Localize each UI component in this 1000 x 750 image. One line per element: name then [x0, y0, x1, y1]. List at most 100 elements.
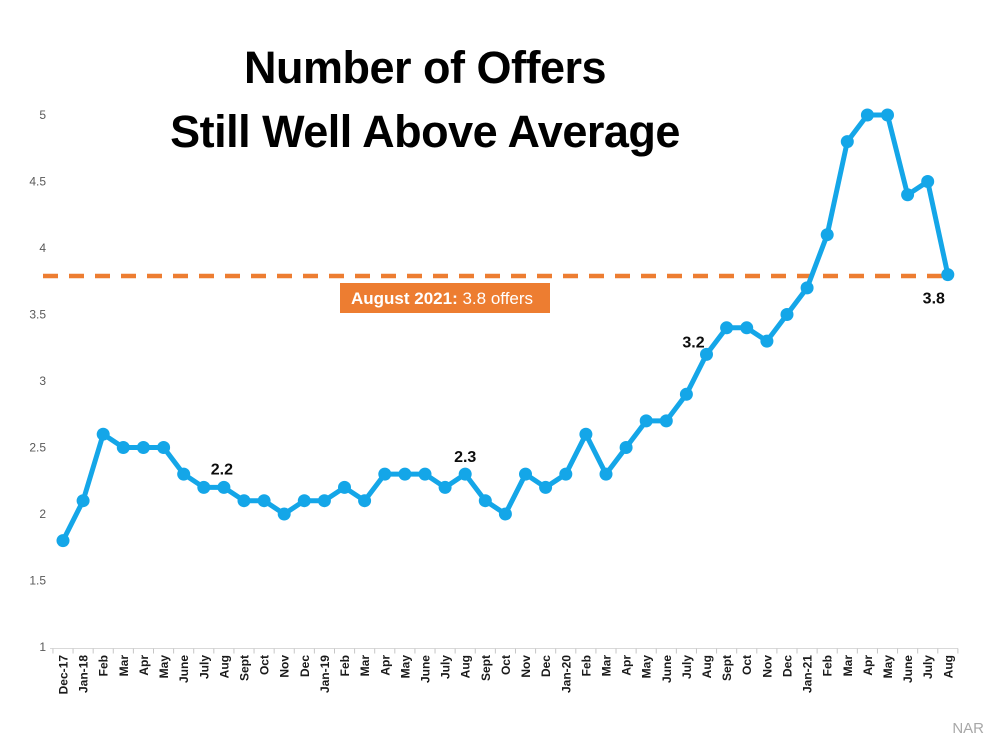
- data-point-marker: [679, 387, 693, 401]
- data-point-marker: [177, 467, 191, 481]
- data-point-marker: [740, 321, 754, 335]
- x-axis-label: Aug: [941, 655, 955, 678]
- data-point-marker: [217, 480, 231, 494]
- data-point-marker: [277, 507, 291, 521]
- data-point-marker: [921, 175, 935, 188]
- x-axis-label: May: [398, 655, 412, 679]
- data-point-marker: [458, 467, 472, 481]
- x-axis-label: Jan-20: [559, 655, 573, 693]
- data-point-label: 2.3: [454, 449, 476, 466]
- x-axis-label: Jan-19: [318, 655, 332, 693]
- data-point-marker: [76, 494, 90, 508]
- data-point-marker: [700, 347, 713, 361]
- data-point-marker: [257, 494, 271, 508]
- data-point-marker: [438, 480, 452, 494]
- annotation-text: August 2021: 3.8 offers: [351, 289, 533, 308]
- data-point-marker: [418, 467, 432, 481]
- data-point-marker: [498, 507, 512, 521]
- data-point-marker: [760, 334, 774, 348]
- x-axis-label: Nov: [760, 655, 774, 678]
- data-point-label: 3.8: [923, 291, 945, 308]
- y-axis-label: 1.5: [29, 574, 46, 588]
- data-point-marker: [881, 108, 894, 122]
- data-point-marker: [116, 441, 130, 454]
- data-point-marker: [840, 135, 854, 149]
- x-axis-label: Apr: [861, 655, 875, 676]
- source-attribution-label: NAR: [952, 720, 984, 737]
- data-point-marker: [237, 494, 251, 508]
- x-axis-label: Feb: [338, 655, 352, 676]
- offers-series-line: [60, 112, 951, 544]
- annotation-text-bold: August 2021:: [351, 289, 458, 308]
- x-axis-label: Mar: [599, 655, 613, 677]
- x-axis-label: Feb: [821, 655, 835, 676]
- data-point-marker: [800, 281, 814, 295]
- x-axis-label: Oct: [499, 655, 513, 675]
- data-point-marker: [780, 308, 794, 321]
- x-axis-label: Aug: [217, 655, 231, 678]
- x-axis-label: May: [881, 655, 895, 679]
- data-point-marker: [197, 480, 211, 494]
- data-point-marker: [378, 467, 392, 481]
- x-axis-label: Dec: [298, 655, 312, 677]
- y-axis-label: 2: [39, 507, 46, 521]
- x-axis-label: July: [680, 655, 694, 679]
- annotation-box: [340, 283, 550, 313]
- data-point-marker: [398, 467, 412, 481]
- y-axis-label: 3: [39, 374, 46, 388]
- data-point-marker: [860, 108, 874, 122]
- x-axis-label: Mar: [841, 655, 855, 677]
- x-axis-label: Feb: [97, 655, 111, 676]
- data-point-marker: [539, 480, 553, 494]
- annotation-text-rest: 3.8 offers: [458, 289, 533, 308]
- data-point-marker: [820, 228, 834, 242]
- x-axis-label: Mar: [117, 655, 131, 677]
- x-axis-label: Oct: [258, 655, 272, 675]
- x-axis-label: June: [418, 655, 432, 683]
- x-axis-label: July: [921, 655, 935, 679]
- y-axis-label: 2.5: [29, 441, 46, 455]
- x-axis-label: June: [660, 655, 674, 683]
- y-axis-label: 5: [39, 108, 46, 122]
- data-point-marker: [901, 188, 915, 202]
- x-axis-label: Jan-21: [801, 655, 815, 693]
- x-axis-label: Dec-17: [57, 655, 71, 695]
- data-point-marker: [338, 480, 351, 494]
- x-axis-label: Dec: [539, 655, 553, 677]
- data-point-marker: [599, 467, 613, 481]
- data-point-marker: [639, 414, 653, 428]
- x-axis-label: June: [177, 655, 191, 683]
- data-point-marker: [136, 441, 150, 454]
- x-axis-label: Apr: [137, 655, 151, 676]
- y-axis-label: 1: [39, 640, 46, 654]
- y-axis-label: 3.5: [29, 308, 46, 322]
- x-axis-label: Jan-18: [77, 655, 91, 693]
- data-point-marker: [619, 441, 633, 454]
- data-point-marker: [297, 494, 311, 508]
- x-axis-label: May: [640, 655, 654, 679]
- x-axis-label: Aug: [459, 655, 473, 678]
- x-axis-label: Apr: [378, 655, 392, 676]
- data-point-marker: [358, 494, 372, 508]
- data-point-marker: [317, 494, 331, 508]
- x-axis-label: Oct: [740, 655, 754, 675]
- x-axis-label: July: [439, 655, 453, 679]
- y-axis-label: 4: [39, 241, 46, 255]
- x-axis-label: Feb: [579, 655, 593, 676]
- y-axis-label: 4.5: [29, 175, 46, 189]
- x-axis-label: July: [197, 655, 211, 679]
- data-point-marker: [559, 467, 573, 481]
- data-point-marker: [659, 414, 673, 428]
- x-axis-label: Apr: [620, 655, 634, 676]
- data-point-marker: [56, 534, 70, 548]
- data-point-marker: [157, 441, 171, 454]
- data-point-marker: [96, 427, 110, 441]
- x-axis-label: Nov: [519, 655, 533, 678]
- x-axis-label: Sept: [479, 655, 493, 681]
- x-axis-label: June: [901, 655, 915, 683]
- data-point-label: 2.2: [211, 461, 233, 478]
- x-axis-label: Dec: [780, 655, 794, 677]
- x-axis-label: Mar: [358, 655, 372, 677]
- data-point-marker: [941, 268, 955, 282]
